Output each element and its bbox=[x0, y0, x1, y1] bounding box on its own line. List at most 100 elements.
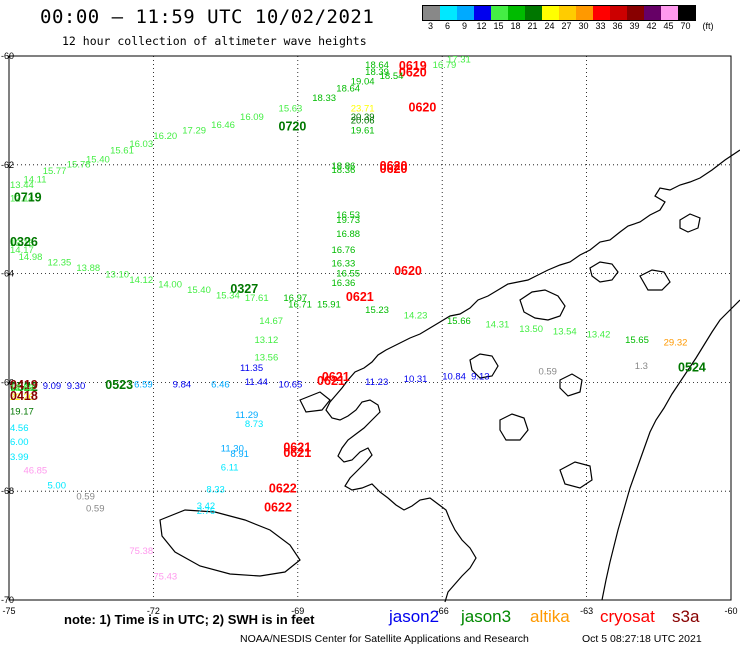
wave-height-label: 3.42 bbox=[197, 501, 216, 512]
wave-height-label: 13.44 bbox=[10, 180, 34, 191]
observation-time-label: 0524 bbox=[678, 361, 706, 375]
wave-height-label: 1.3 bbox=[635, 361, 648, 372]
color-scale-label: 42 bbox=[646, 21, 657, 31]
wave-height-label: 75.38 bbox=[129, 546, 153, 557]
wave-height-label: 3.99 bbox=[10, 452, 29, 463]
wave-height-label: 10.31 bbox=[404, 374, 428, 385]
wave-height-label: 8.33 bbox=[206, 484, 225, 495]
color-scale-swatch bbox=[457, 6, 474, 20]
island-coastline bbox=[469, 353, 499, 379]
latitude-tick-label: -60 bbox=[1, 51, 14, 61]
wave-height-label: 10.84 bbox=[442, 371, 466, 382]
color-scale-swatch bbox=[525, 6, 542, 20]
wave-height-label: 19.04 bbox=[351, 76, 375, 87]
wave-height-label: 15.63 bbox=[279, 104, 303, 115]
observation-time-label: 0719 bbox=[14, 190, 42, 204]
observation-time-label: 0619 bbox=[399, 59, 427, 73]
lat-lon-grid bbox=[9, 56, 731, 600]
wave-height-label: 13.42 bbox=[587, 329, 611, 340]
wave-height-label: 11.23 bbox=[365, 377, 388, 388]
observation-time-label: 0621 bbox=[322, 370, 350, 384]
color-scale-label: 36 bbox=[612, 21, 623, 31]
island-coastline bbox=[499, 413, 529, 441]
wave-height-label: 11.44 bbox=[245, 377, 268, 388]
wave-height-label: 16.09 bbox=[240, 112, 264, 123]
color-scale-label: 24 bbox=[544, 21, 555, 31]
wave-height-label: 16.33 bbox=[331, 259, 355, 270]
footer-note: note: 1) Time is in UTC; 2) SWH is in fe… bbox=[64, 612, 315, 627]
satellite-legend-item: jason2 bbox=[389, 607, 440, 626]
coastline bbox=[159, 149, 740, 603]
island-coastline bbox=[589, 261, 619, 283]
wave-height-label: 16.20 bbox=[153, 131, 177, 142]
latitude-tick-label: -62 bbox=[1, 160, 14, 170]
longitude-tick-label: -60 bbox=[724, 606, 737, 616]
wave-height-label: 6.00 bbox=[10, 437, 29, 448]
island-coastline bbox=[679, 213, 701, 233]
color-scale-label: 33 bbox=[595, 21, 606, 31]
island-coastline bbox=[559, 461, 593, 489]
wave-height-label: 18.64 bbox=[365, 60, 389, 71]
wave-height-label: 16.79 bbox=[433, 60, 457, 71]
wave-height-label: 14.31 bbox=[486, 320, 510, 331]
wave-height-label: 18.33 bbox=[312, 93, 336, 104]
credit-line: NOAA/NESDIS Center for Satellite Applica… bbox=[240, 633, 529, 645]
observation-time-label: 0620 bbox=[394, 264, 422, 278]
observation-time-label: 0620 bbox=[380, 162, 408, 176]
latitude-tick-label: -64 bbox=[1, 269, 14, 279]
wave-height-label: 20.06 bbox=[351, 116, 375, 127]
color-scale-swatch bbox=[678, 6, 695, 20]
generated-timestamp: Oct 5 08:27:18 UTC 2021 bbox=[582, 633, 702, 645]
color-scale-swatch bbox=[508, 6, 525, 20]
wave-height-label: 8.91 bbox=[230, 449, 249, 460]
color-scale-label: 45 bbox=[663, 21, 674, 31]
wave-height-label: 9.13 bbox=[471, 371, 490, 382]
observation-time-label: 0621 bbox=[317, 374, 345, 388]
color-scale-label: 27 bbox=[561, 21, 572, 31]
wave-height-label: 15.91 bbox=[317, 300, 341, 311]
longitude-tick-label: -75 bbox=[2, 606, 15, 616]
wave-height-label: 29.32 bbox=[664, 338, 688, 349]
wave-height-label: 13.10 bbox=[105, 270, 129, 281]
wave-height-label: 11.29 bbox=[235, 410, 258, 421]
observation-time-label: 0620 bbox=[409, 101, 437, 115]
wave-height-label: 6.46 bbox=[211, 379, 230, 390]
page-title: 00:00 – 11:59 UTC 10/02/2021 bbox=[40, 6, 375, 28]
wave-height-label: 15.65 bbox=[625, 335, 649, 346]
wave-height-label: 15.78 bbox=[67, 160, 91, 171]
satellite-legend-item: jason3 bbox=[461, 607, 512, 626]
wave-height-label: 14.23 bbox=[404, 310, 428, 321]
longitude-tick-label: -63 bbox=[580, 606, 593, 616]
observation-time-label: 0620 bbox=[380, 159, 408, 173]
color-scale-label: 70 bbox=[680, 21, 691, 31]
observation-time-label: 0621 bbox=[283, 446, 311, 460]
wave-height-label: 13.50 bbox=[519, 324, 543, 335]
wave-height-label: 15.61 bbox=[110, 146, 134, 157]
color-scale-label: 21 bbox=[527, 21, 538, 31]
wave-height-label: 16.03 bbox=[129, 139, 153, 150]
wave-height-label: 0.59 bbox=[76, 492, 95, 503]
color-scale-swatch bbox=[423, 6, 440, 20]
page-subtitle: 12 hour collection of altimeter wave hei… bbox=[62, 34, 367, 48]
island-coastline bbox=[639, 269, 671, 291]
wave-height-label: 9.09 bbox=[43, 381, 62, 392]
wave-height-label: 14.67 bbox=[259, 316, 283, 327]
wave-height-label: 14.48 bbox=[10, 383, 34, 394]
wave-height-label: 18.36 bbox=[331, 165, 355, 176]
ice-shelf-coastline bbox=[159, 509, 301, 577]
wave-height-label: 15.40 bbox=[187, 285, 211, 296]
observation-time-label: 0419 bbox=[10, 378, 38, 392]
wave-height-label: 16.76 bbox=[331, 245, 355, 256]
color-scale-label: 6 bbox=[444, 21, 451, 31]
island-coastline bbox=[299, 391, 331, 413]
observation-time-label: 0621 bbox=[346, 290, 374, 304]
color-scale-swatch bbox=[627, 6, 644, 20]
longitude-tick-label: -72 bbox=[147, 606, 160, 616]
wave-height-label: 5.00 bbox=[48, 481, 67, 492]
color-scale-swatch bbox=[474, 6, 491, 20]
wave-height-label: 9.30 bbox=[67, 381, 86, 392]
color-scale-label: 12 bbox=[476, 21, 487, 31]
observation-time-label: 0720 bbox=[279, 120, 307, 134]
observation-time-label: 0326 bbox=[10, 235, 38, 249]
